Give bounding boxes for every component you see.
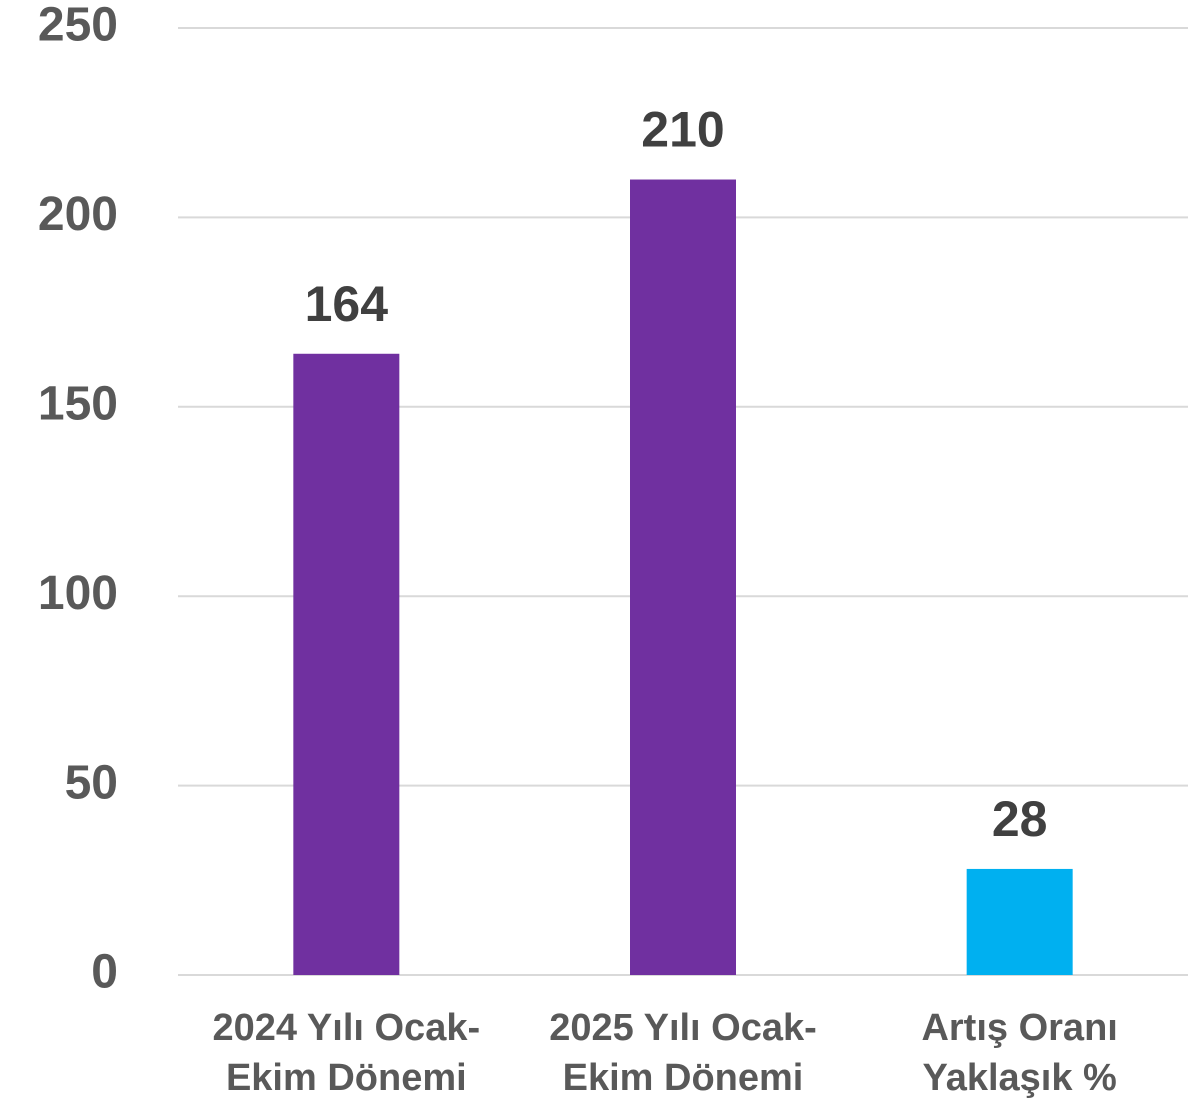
- data-label: 210: [641, 102, 724, 158]
- bar: [630, 179, 736, 975]
- data-label: 28: [992, 791, 1048, 847]
- x-tick-label: 2024 Yılı Ocak-Ekim Dönemi: [212, 1007, 481, 1099]
- bar: [293, 353, 400, 975]
- y-tick-label: 100: [38, 567, 118, 620]
- y-tick-label: 200: [38, 188, 118, 241]
- bar: [966, 868, 1073, 975]
- y-tick-label: 50: [65, 756, 118, 809]
- data-label: 164: [305, 276, 389, 332]
- y-tick-label: 250: [38, 0, 118, 52]
- y-tick-label: 0: [91, 946, 118, 999]
- x-tick-label: Artış Oranı Yaklaşık %: [921, 1007, 1118, 1099]
- x-tick-label: 2025 Yılı Ocak-Ekim Dönemi: [549, 1007, 817, 1099]
- y-tick-label: 150: [38, 377, 118, 430]
